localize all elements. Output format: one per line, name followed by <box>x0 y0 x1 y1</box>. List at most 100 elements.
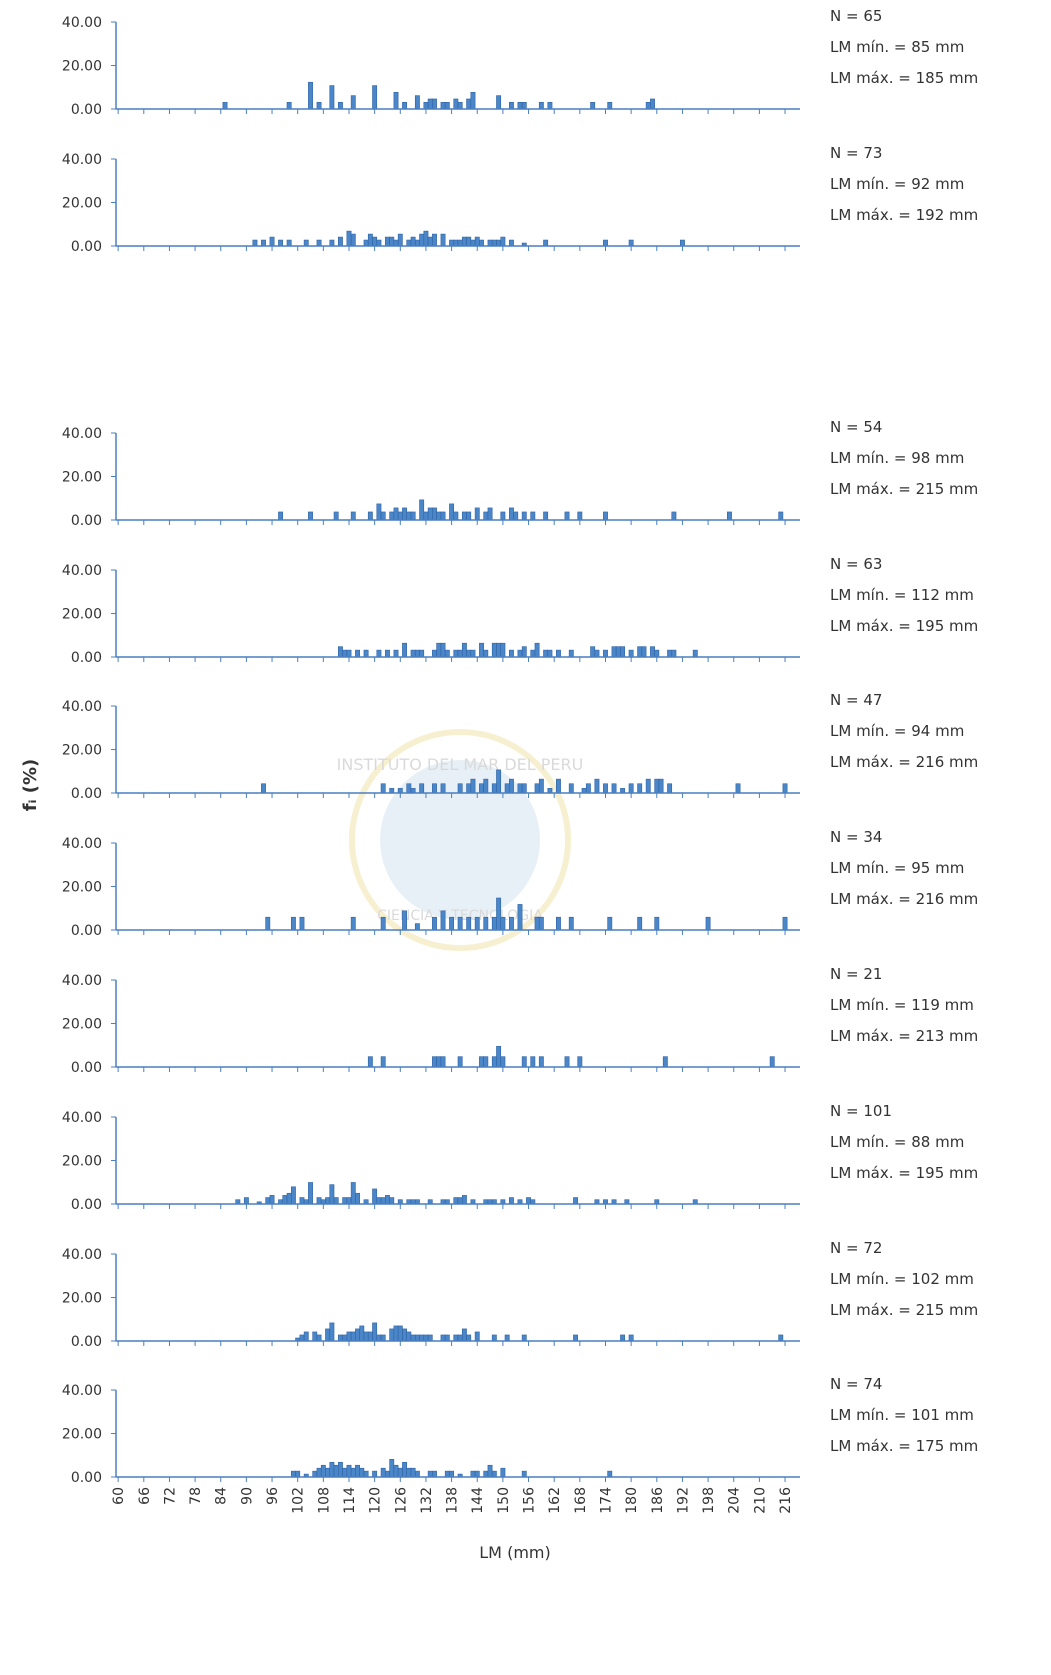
bar <box>569 650 573 657</box>
bar <box>368 1057 372 1067</box>
bar <box>638 917 642 930</box>
y-tick-label: 40.00 <box>62 1247 102 1263</box>
x-tick-label: 156 <box>522 1487 538 1514</box>
bar <box>325 1329 329 1341</box>
bar <box>278 512 282 520</box>
bar <box>638 647 642 657</box>
x-tick-label: 96 <box>265 1487 281 1505</box>
bar <box>569 784 573 793</box>
bar <box>458 1057 462 1067</box>
bar <box>317 1335 321 1341</box>
bar <box>364 650 368 657</box>
bar <box>398 1326 402 1341</box>
bar <box>390 512 394 520</box>
bar <box>462 512 466 520</box>
bar <box>334 1198 338 1204</box>
bar <box>496 770 500 793</box>
annotation: LM máx. = 215 mm <box>830 1301 978 1319</box>
bar <box>492 643 496 657</box>
bar <box>509 917 513 930</box>
annotation: N = 63 <box>830 555 882 573</box>
bar <box>539 917 543 930</box>
bar <box>411 1335 415 1341</box>
bar <box>390 1459 394 1477</box>
y-tick-label: 40.00 <box>62 699 102 715</box>
bar <box>672 512 676 520</box>
bar <box>394 650 398 657</box>
bar <box>479 784 483 793</box>
bar <box>317 1198 321 1204</box>
bar <box>330 1185 334 1204</box>
bar <box>338 1462 342 1477</box>
bar <box>394 1465 398 1477</box>
bar <box>394 1326 398 1341</box>
bar <box>364 1332 368 1341</box>
bar <box>471 1471 475 1477</box>
bar <box>612 784 616 793</box>
bar <box>428 508 432 520</box>
bar <box>586 784 590 793</box>
bar <box>509 1198 513 1204</box>
bar <box>407 240 411 246</box>
y-tick-label: 0.00 <box>71 239 102 255</box>
bar <box>338 102 342 109</box>
bar <box>398 1468 402 1477</box>
bar <box>343 1468 347 1477</box>
bar <box>655 917 659 930</box>
y-tick-label: 40.00 <box>62 1383 102 1399</box>
bar <box>471 650 475 657</box>
annotation: LM máx. = 216 mm <box>830 890 978 908</box>
bar <box>355 1465 359 1477</box>
bar <box>347 650 351 657</box>
y-tick-label: 20.00 <box>62 1154 102 1170</box>
bar <box>411 1468 415 1477</box>
bar <box>343 650 347 657</box>
annotation: LM máx. = 213 mm <box>830 1027 978 1045</box>
y-tick-label: 20.00 <box>62 880 102 896</box>
y-tick-label: 20.00 <box>62 1291 102 1307</box>
chart: INSTITUTO DEL MAR DEL PERU CIENCIA Y TEC… <box>0 0 1051 1671</box>
bar <box>496 898 500 930</box>
bar <box>424 231 428 246</box>
x-tick-label: 108 <box>316 1487 332 1514</box>
bar <box>458 784 462 793</box>
bar <box>402 911 406 930</box>
y-tick-label: 40.00 <box>62 1110 102 1126</box>
bar <box>505 784 509 793</box>
bar <box>693 650 697 657</box>
bar <box>467 917 471 930</box>
bar <box>432 1057 436 1067</box>
bar <box>291 917 295 930</box>
y-tick-label: 20.00 <box>62 1427 102 1443</box>
bar <box>398 512 402 520</box>
bar <box>501 1468 505 1477</box>
bar <box>432 917 436 930</box>
annotation: N = 72 <box>830 1239 882 1257</box>
bar <box>531 650 535 657</box>
bar <box>569 917 573 930</box>
annotation: N = 74 <box>830 1375 882 1393</box>
bar <box>432 508 436 520</box>
y-tick-label: 40.00 <box>62 973 102 989</box>
y-tick-label: 40.00 <box>62 426 102 442</box>
x-tick-label: 120 <box>368 1487 384 1514</box>
bar <box>522 1335 526 1341</box>
bar <box>612 647 616 657</box>
bar <box>317 1468 321 1477</box>
bar <box>351 1332 355 1341</box>
bar <box>484 1471 488 1477</box>
y-tick-label: 0.00 <box>71 650 102 666</box>
bar <box>501 237 505 246</box>
bar <box>475 917 479 930</box>
bar <box>373 86 377 109</box>
bar <box>471 779 475 793</box>
bar <box>462 1195 466 1204</box>
bar <box>424 1335 428 1341</box>
annotation: LM mín. = 94 mm <box>830 722 964 740</box>
bar <box>603 650 607 657</box>
bar <box>373 1323 377 1341</box>
bar <box>377 1198 381 1204</box>
bar <box>646 102 650 109</box>
bar <box>479 1057 483 1067</box>
bar <box>368 512 372 520</box>
